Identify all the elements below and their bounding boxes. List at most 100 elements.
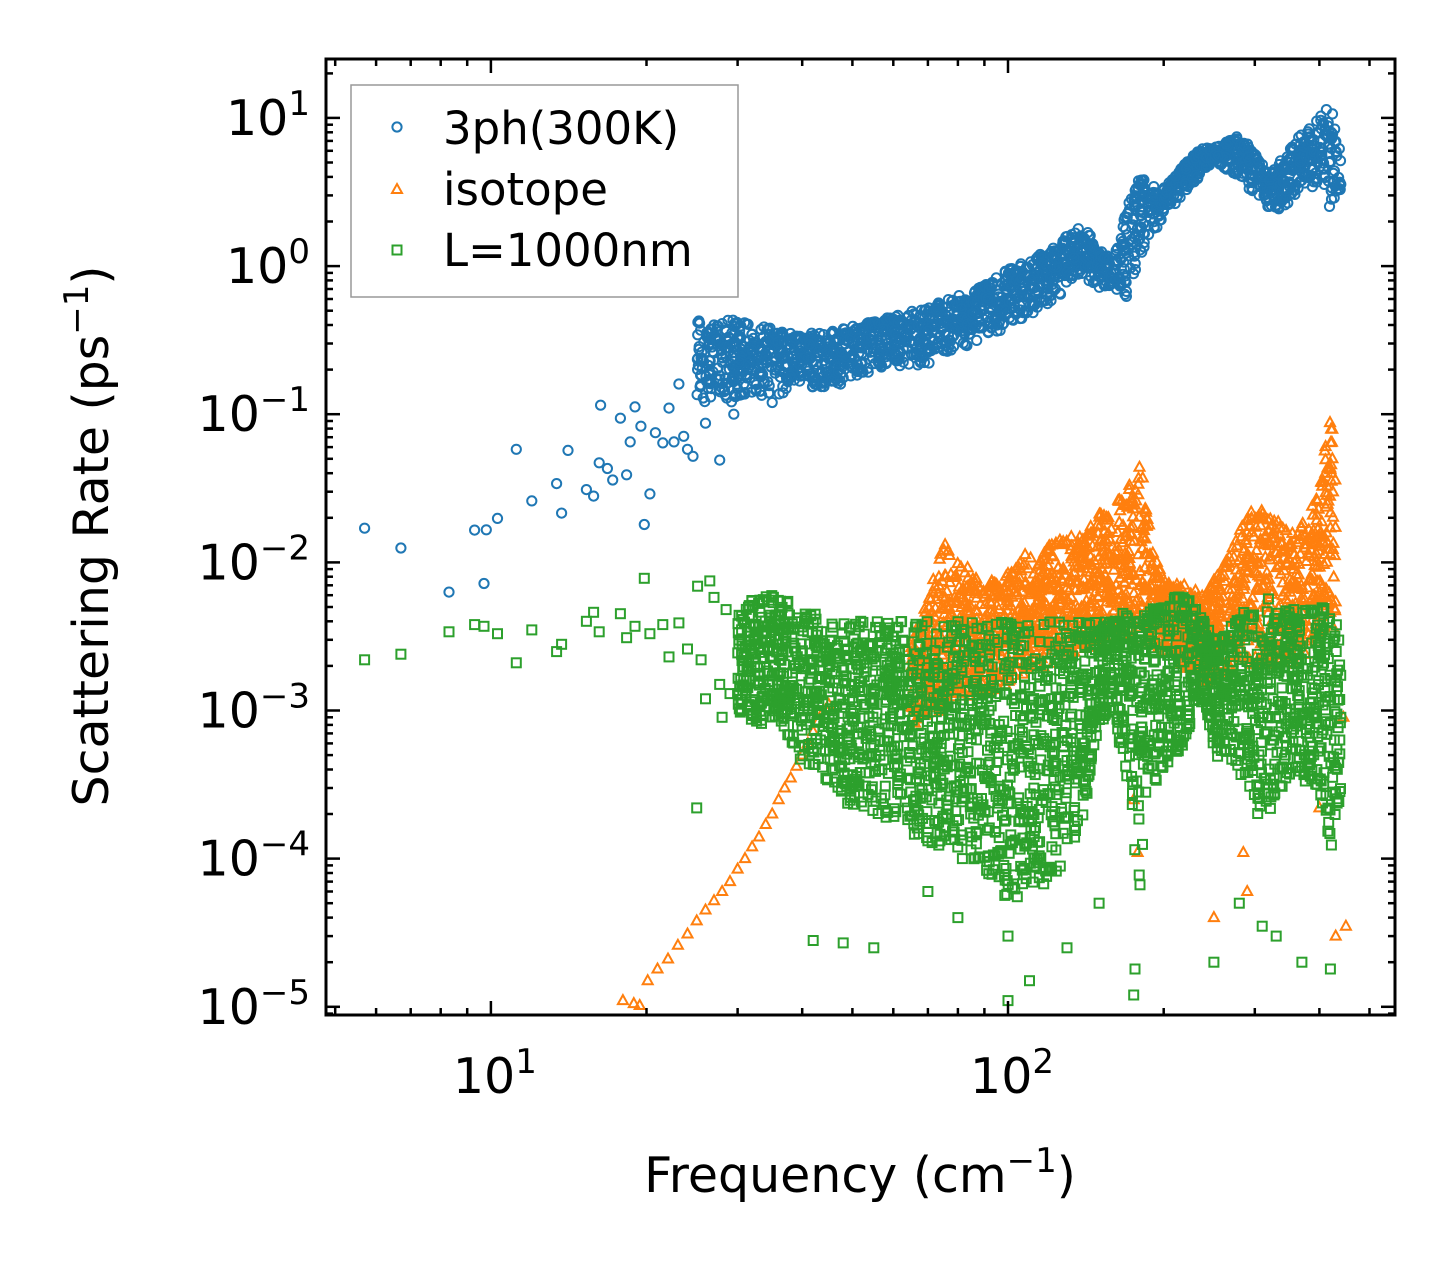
isotope-point [650,961,665,974]
3ph-point [940,302,953,314]
boundary-point [734,706,746,718]
boundary-point [890,653,901,664]
isotope-point [1112,514,1126,527]
isotope-point [730,861,745,874]
isotope-point [1091,588,1105,601]
3ph-point [828,335,840,347]
3ph-point [1017,307,1029,319]
boundary-point [775,595,787,607]
boundary-point [754,705,766,717]
3ph-point [1323,200,1336,212]
boundary-point [874,735,886,747]
isotope-point [1294,528,1308,541]
isotope-point [1267,526,1281,539]
boundary-point [842,797,854,809]
3ph-point [930,304,942,316]
isotope-point [641,973,655,986]
3ph-point [873,349,886,361]
boundary-point [907,667,919,679]
isotope-point [1117,575,1132,588]
3ph-point [673,378,685,390]
3ph-point [927,333,939,345]
isotope-point [1324,421,1338,434]
3ph-point [1094,270,1106,282]
isotope-point [1293,546,1308,559]
isotope-point [1272,558,1286,571]
isotope-point [1045,537,1059,550]
isotope-point [1227,549,1241,562]
3ph-point [1135,210,1147,222]
boundary-point [890,806,902,818]
boundary-point [756,717,767,729]
3ph-point [870,343,882,355]
isotope-point [1002,571,1017,584]
isotope-point [1320,460,1335,473]
isotope-point [1122,543,1136,556]
isotope-point [1024,587,1038,600]
boundary-point [830,642,842,654]
isotope-point [1267,531,1282,544]
isotope-point [1258,549,1272,562]
isotope-point [738,851,752,864]
isotope-point [1042,582,1056,595]
isotope-point [1229,562,1243,575]
3ph-point [971,334,983,346]
isotope-point [616,993,630,1006]
3ph-point [701,327,713,339]
isotope-point [1036,558,1050,571]
3ph-point [890,355,902,367]
isotope-point [1309,491,1323,504]
boundary-point [923,669,935,681]
boundary-point [916,684,928,696]
3ph-point [728,408,740,420]
3ph-point [1154,214,1166,226]
boundary-point [868,697,880,709]
boundary-point [932,659,944,671]
boundary-point [848,798,859,810]
boundary-point [926,730,938,742]
isotope-point [1132,459,1147,472]
boundary-point [758,628,770,639]
isotope-point [1292,567,1306,580]
boundary-point [757,594,769,606]
3ph-point [1322,116,1334,129]
isotope-point [1083,549,1098,562]
isotope-point [1122,594,1137,607]
3ph-point [526,495,538,507]
isotope-point [1249,542,1264,555]
3ph-point [953,290,965,302]
boundary-point [852,779,864,791]
isotope-point [924,591,938,604]
isotope-point [1140,511,1155,524]
isotope-point [1023,581,1038,594]
3ph-point [808,370,820,382]
boundary-point [894,768,906,780]
3ph-point [1117,268,1129,280]
3ph-point [835,346,848,358]
isotope-point [1097,573,1111,586]
boundary-point [838,618,850,630]
boundary-point [911,822,923,834]
isotope-point [942,547,957,560]
3ph-point [708,319,720,331]
boundary-point [906,714,918,726]
3ph-point [804,338,816,350]
isotope-point [1102,589,1117,602]
isotope-point [1223,603,1237,616]
isotope-point [1009,561,1023,574]
isotope-point [1170,577,1184,590]
boundary-point [914,641,926,653]
3ph-point [992,279,1004,291]
3ph-point [1316,150,1328,162]
isotope-point [627,996,641,1009]
boundary-point [870,795,882,807]
3ph-point [510,443,522,455]
isotope-point [1146,545,1160,558]
isotope-point [1131,547,1145,560]
3ph-point [699,417,712,429]
isotope-point [948,568,963,581]
boundary-point [779,680,791,692]
isotope-point [943,575,957,588]
3ph-point [808,376,820,388]
isotope-point [1317,556,1331,569]
